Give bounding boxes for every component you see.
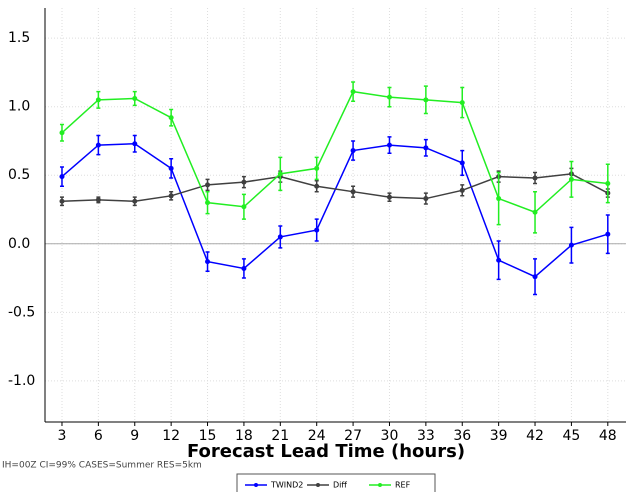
x-tick-label: 45	[563, 428, 581, 444]
data-point	[459, 187, 465, 193]
data-point	[386, 194, 392, 200]
data-point	[532, 209, 538, 215]
x-tick-label: 12	[162, 428, 180, 444]
x-tick-label: 33	[417, 428, 435, 444]
x-tick-label: 42	[526, 428, 544, 444]
x-axis-label: Forecast Lead Time (hours)	[187, 441, 465, 462]
data-point	[241, 204, 247, 210]
data-point	[168, 165, 174, 171]
x-tick-label: 24	[308, 428, 326, 444]
data-point	[168, 193, 174, 199]
data-point	[277, 171, 283, 177]
data-point	[350, 189, 356, 195]
x-tick-label: 39	[490, 428, 508, 444]
x-tick-label: 6	[94, 428, 103, 444]
data-point	[241, 179, 247, 185]
x-tick-label: 3	[58, 428, 67, 444]
data-point	[605, 180, 611, 186]
data-point	[423, 145, 429, 151]
data-point	[350, 148, 356, 154]
x-tick-label: 18	[235, 428, 253, 444]
y-tick-label: 1.5	[8, 30, 30, 46]
legend-marker	[378, 483, 382, 487]
data-point	[95, 97, 101, 103]
data-point	[132, 141, 138, 147]
data-point	[95, 197, 101, 203]
subtitle: IH=00Z CI=99% CASES=Summer RES=5km	[2, 461, 202, 471]
x-tick-label: 27	[344, 428, 362, 444]
data-point	[59, 198, 65, 204]
data-point	[568, 176, 574, 182]
data-point	[386, 94, 392, 100]
x-tick-label: 48	[599, 428, 617, 444]
legend-label: Diff	[333, 481, 347, 490]
data-point	[532, 175, 538, 181]
y-tick-label: 1.0	[8, 99, 30, 115]
data-point	[314, 165, 320, 171]
legend-marker	[254, 483, 258, 487]
y-tick-label: -0.5	[8, 304, 35, 320]
data-point	[496, 257, 502, 263]
data-point	[277, 234, 283, 240]
data-point	[423, 97, 429, 103]
y-tick-label: 0.5	[8, 167, 30, 183]
data-point	[95, 142, 101, 148]
data-point	[241, 265, 247, 271]
data-point	[132, 95, 138, 101]
data-point	[314, 227, 320, 233]
data-point	[496, 196, 502, 202]
data-point	[59, 130, 65, 136]
series-line	[61, 142, 609, 278]
data-point	[314, 183, 320, 189]
data-point	[205, 182, 211, 188]
data-point	[59, 174, 65, 180]
data-point	[205, 200, 211, 206]
legend-label: TWIND2	[270, 481, 303, 490]
data-point	[532, 274, 538, 280]
x-tick-label: 15	[199, 428, 217, 444]
x-tick-label: 30	[381, 428, 399, 444]
x-tick-label: 36	[453, 428, 471, 444]
series-line	[61, 90, 608, 214]
data-point	[423, 196, 429, 202]
y-tick-label: -1.0	[8, 373, 35, 389]
data-point	[132, 198, 138, 204]
data-point	[459, 160, 465, 166]
data-point	[605, 231, 611, 237]
legend-label: REF	[395, 481, 411, 490]
x-tick-label: 21	[271, 428, 289, 444]
legend-box	[236, 473, 436, 492]
legend-marker	[316, 483, 320, 487]
data-point	[386, 142, 392, 148]
x-tick-label: 9	[130, 428, 139, 444]
data-point	[568, 242, 574, 248]
series-line	[61, 173, 609, 203]
data-point	[168, 115, 174, 121]
data-point	[205, 259, 211, 265]
y-tick-label: 0.0	[8, 236, 30, 252]
data-point	[350, 89, 356, 95]
data-point	[459, 100, 465, 106]
